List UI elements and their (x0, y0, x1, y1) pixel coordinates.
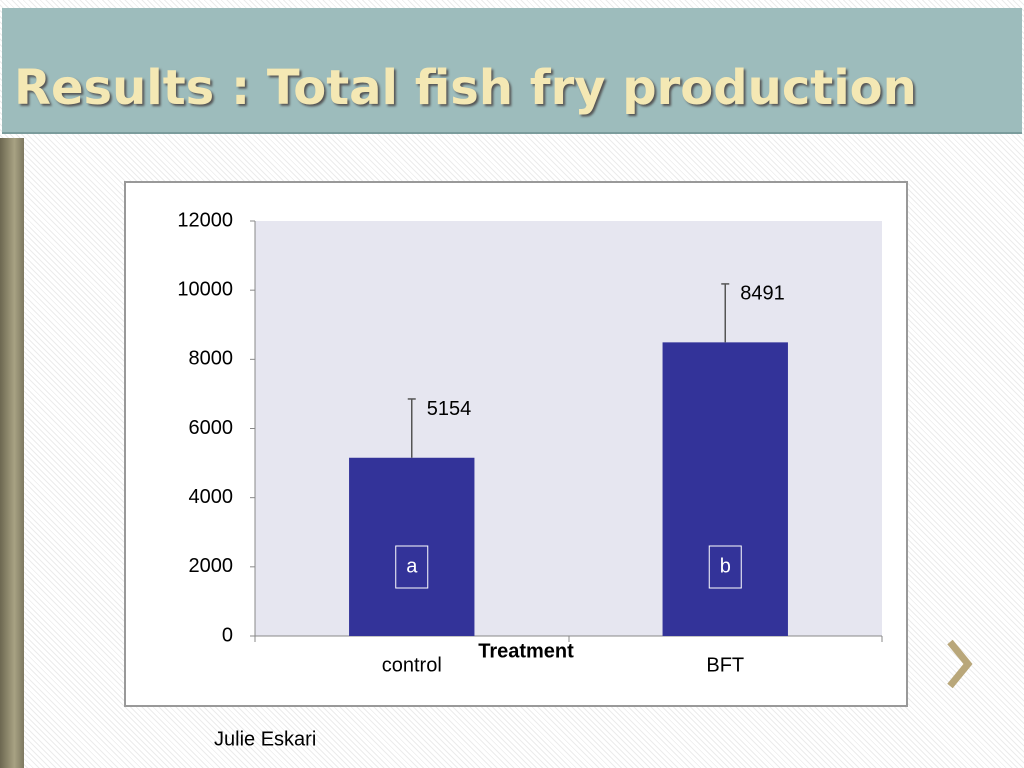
slide-title: Results : Total fish fry production (14, 60, 917, 116)
header: Results : Total fish fry production (2, 8, 1022, 134)
x-tick-label: BFT (706, 654, 744, 676)
y-tick-label: 4000 (189, 486, 234, 508)
value-label: 8491 (740, 283, 785, 305)
bar (662, 342, 788, 636)
group-label: b (720, 555, 731, 577)
y-tick-label: 8000 (189, 348, 234, 370)
group-label: a (406, 555, 418, 577)
y-tick-label: 0 (222, 624, 233, 646)
author: Julie Eskari (214, 728, 316, 750)
value-label: 5154 (427, 398, 472, 420)
group-label-box (708, 545, 742, 589)
x-tick-label: control (382, 654, 442, 676)
group-label-box (395, 545, 429, 589)
side-stripe (0, 138, 24, 768)
y-tick-label: 12000 (177, 209, 233, 231)
y-tick-label: 10000 (177, 278, 233, 300)
y-tick-label: 6000 (189, 417, 234, 439)
x-axis-label: Treatment (478, 640, 574, 662)
next-arrow[interactable] (947, 639, 973, 689)
bar (349, 457, 475, 636)
y-tick-label: 2000 (189, 555, 234, 577)
